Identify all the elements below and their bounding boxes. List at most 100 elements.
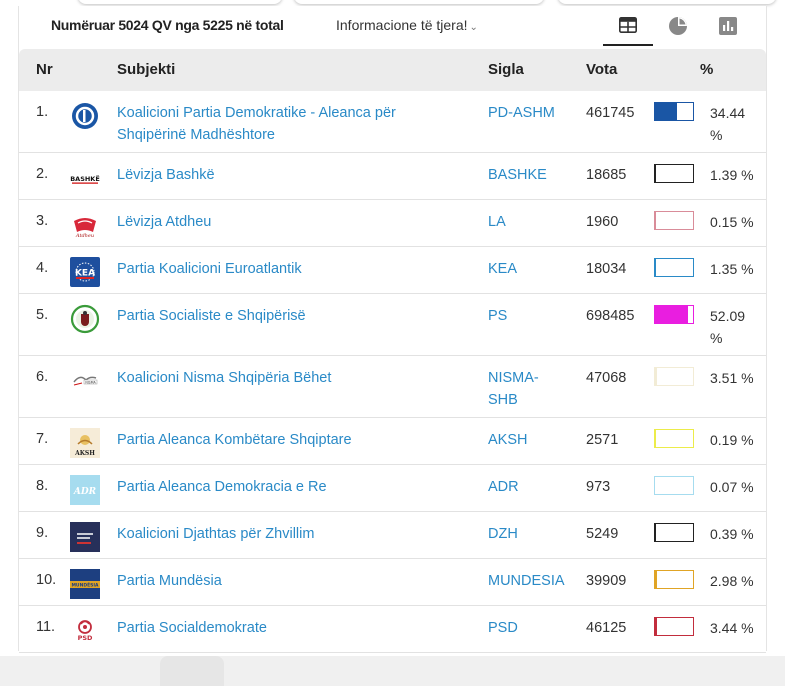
vote-count: 5249 <box>586 526 619 542</box>
aksh-logo-icon: AKSH <box>70 428 100 458</box>
top-tab-ghost <box>294 0 544 4</box>
party-name-link[interactable]: Koalicioni Partia Demokratike - Aleanca … <box>117 105 396 143</box>
party-name-link[interactable]: Partia Mundësia <box>117 573 222 589</box>
more-info-label: Informacione të tjera! <box>336 17 468 33</box>
party-name-link[interactable]: Partia Aleanca Demokracia e Re <box>117 479 327 495</box>
more-info-dropdown[interactable]: Informacione të tjera! ⌄ <box>336 17 478 33</box>
mundesia-logo-icon: MUNDËSIA <box>70 569 100 599</box>
party-acronym-link[interactable]: BASHKE <box>488 167 547 183</box>
table-row: 3. Atdheu Lëvizja Atdheu LA 1960 0.15 % <box>19 200 766 247</box>
pie-chart-icon <box>669 17 687 35</box>
vote-count: 46125 <box>586 620 627 636</box>
vote-percentage: 2.98 % <box>710 573 754 589</box>
vote-count: 698485 <box>586 308 635 324</box>
psd-logo-icon: PSD <box>78 620 93 642</box>
party-acronym-link[interactable]: PD-ASHM <box>488 105 555 121</box>
col-sigla: Sigla <box>488 61 524 78</box>
table-row: 4. KEA Partia Koalicioni Euroatlantik KEA 18… <box>19 247 766 294</box>
vote-share-fill <box>655 306 688 323</box>
vote-count: 18685 <box>586 167 627 183</box>
party-name-link[interactable]: Partia Socialdemokrate <box>117 620 267 636</box>
vote-share-bar <box>654 367 694 386</box>
vote-percentage: 0.39 % <box>710 526 754 542</box>
party-name-link[interactable]: Partia Socialiste e Shqipërisë <box>117 308 306 324</box>
vote-share-fill <box>655 368 658 385</box>
adr-logo-icon: ADR <box>70 475 100 505</box>
vote-share-bar <box>654 429 694 448</box>
vote-count: 18034 <box>586 261 627 277</box>
vote-percentage: 34.44 % <box>710 105 746 143</box>
party-name-link[interactable]: Partia Aleanca Kombëtare Shqiptare <box>117 432 352 448</box>
vote-share-bar <box>654 164 694 183</box>
nisma-logo-icon: NISMA <box>73 376 98 386</box>
vote-share-fill <box>655 103 677 120</box>
vote-share-bar <box>654 570 694 589</box>
table-row: 8. ADR Partia Aleanca Demokracia e Re ADR 97… <box>19 465 766 512</box>
pd-logo-icon <box>72 103 98 129</box>
col-vota: Vota <box>586 61 618 78</box>
party-acronym-link[interactable]: LA <box>488 214 506 230</box>
vote-percentage: 1.35 % <box>710 261 754 277</box>
party-acronym-link[interactable]: PS <box>488 308 508 324</box>
page-footer <box>0 656 785 686</box>
party-acronym-link[interactable]: NISMA-SHB <box>488 370 539 408</box>
party-acronym-link[interactable]: PSD <box>488 620 518 636</box>
counted-stations-text: Numëruar 5024 QV nga 5225 në total <box>51 17 284 33</box>
row-number: 7. <box>36 431 49 447</box>
col-nr: Nr <box>36 61 53 78</box>
table-view-tab[interactable] <box>603 6 653 46</box>
vote-share-fill <box>655 259 656 276</box>
results-panel: Numëruar 5024 QV nga 5225 në total Infor… <box>18 6 767 653</box>
vote-count: 47068 <box>586 370 627 386</box>
table-header: Nr Subjekti Sigla Vota % <box>19 49 766 91</box>
row-number: 4. <box>36 260 49 276</box>
svg-text:MUNDËSIA: MUNDËSIA <box>71 582 99 589</box>
party-acronym-link[interactable]: MUNDESIA <box>488 573 565 589</box>
vote-percentage: 52.09 % <box>710 308 746 346</box>
table-row: 2. BASHKË Lëvizja Bashkë BASHKE 18685 1.39 % <box>19 153 766 200</box>
vote-percentage: 1.39 % <box>710 167 754 183</box>
row-number: 9. <box>36 525 49 541</box>
vote-share-fill <box>655 571 657 588</box>
party-name-link[interactable]: Koalicioni Djathtas për Zhvillim <box>117 526 315 542</box>
party-name-link[interactable]: Koalicioni Nisma Shqipëria Bëhet <box>117 370 332 386</box>
footer-tab-ghost <box>160 656 224 686</box>
results-toolbar: Numëruar 5024 QV nga 5225 në total Infor… <box>19 6 766 46</box>
table-row: 7. AKSH Partia Aleanca Kombëtare Shqiptare… <box>19 418 766 465</box>
party-name-link[interactable]: Lëvizja Atdheu <box>117 214 212 230</box>
vote-share-bar <box>654 617 694 636</box>
bashke-logo-icon: BASHKË <box>70 174 100 184</box>
bar-view-tab[interactable] <box>703 6 753 46</box>
vote-count: 1960 <box>586 214 619 230</box>
party-name-link[interactable]: Partia Koalicioni Euroatlantik <box>117 261 302 277</box>
row-number: 1. <box>36 104 49 120</box>
table-row: 10. MUNDËSIA Partia Mundësia MUNDESIA 39909 2… <box>19 559 766 606</box>
vote-share-bar <box>654 476 694 495</box>
vote-count: 461745 <box>586 105 635 121</box>
vote-count: 973 <box>586 479 611 495</box>
svg-text:PSD: PSD <box>78 634 93 642</box>
kea-logo-icon: KEA <box>70 257 100 287</box>
vote-count: 2571 <box>586 432 619 448</box>
table-row: 11. PSD Partia Socialdemokrate PSD 46125 3.44… <box>19 606 766 653</box>
party-acronym-link[interactable]: ADR <box>488 479 519 495</box>
pie-view-tab[interactable] <box>653 6 703 46</box>
row-number: 3. <box>36 213 49 229</box>
bar-chart-icon <box>719 17 737 35</box>
table-row: 1. Koalicioni Partia Demokratike - Aleanc… <box>19 91 766 153</box>
row-number: 11. <box>36 619 56 635</box>
table-icon <box>619 17 637 33</box>
party-acronym-link[interactable]: KEA <box>488 261 518 277</box>
party-name-link[interactable]: Lëvizja Bashkë <box>117 167 215 183</box>
row-number: 10. <box>36 572 57 588</box>
vote-share-bar <box>654 258 694 277</box>
vote-share-bar <box>654 211 694 230</box>
table-row: 6. NISMA Koalicioni Nisma Shqipëria Bëhet N… <box>19 356 766 418</box>
svg-text:BASHKË: BASHKË <box>70 174 100 183</box>
party-acronym-link[interactable]: DZH <box>488 526 518 542</box>
svg-text:KEA: KEA <box>75 269 95 279</box>
party-acronym-link[interactable]: AKSH <box>488 432 528 448</box>
svg-text:ADR: ADR <box>73 487 97 497</box>
row-number: 5. <box>36 307 49 323</box>
row-number: 8. <box>36 478 49 494</box>
